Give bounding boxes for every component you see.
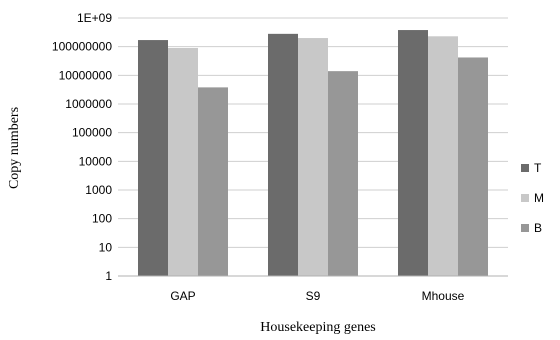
y-axis-title: Copy numbers: [7, 107, 22, 189]
y-tick-label: 100000000: [52, 40, 112, 54]
bar-B-S9: [328, 71, 358, 276]
legend-label: T: [534, 161, 542, 175]
y-axis-ticks: 1 10 100 1000 10000 100000 1000000 10000000 1000…: [52, 11, 112, 283]
bar-T-Mhouse: [398, 30, 428, 276]
bar-B-GAP: [198, 87, 228, 276]
y-tick-label: 1000000: [65, 97, 112, 111]
y-tick-label: 10: [99, 240, 113, 254]
x-tick-label: GAP: [170, 289, 195, 303]
y-tick-label: 1E+09: [77, 11, 112, 25]
legend-swatch-M: [521, 194, 529, 202]
bar-M-GAP: [168, 47, 198, 277]
y-tick-label: 1000: [85, 183, 112, 197]
bar-B-Mhouse: [458, 57, 488, 276]
x-tick-label: S9: [306, 289, 321, 303]
bars: [138, 30, 488, 277]
legend-label: B: [534, 221, 542, 235]
x-axis-title: Housekeeping genes: [260, 320, 375, 335]
bar-T-GAP: [138, 40, 168, 277]
legend-label: M: [534, 191, 544, 205]
bar-T-S9: [268, 33, 298, 276]
y-tick-label: 1: [105, 269, 112, 283]
y-tick-label: 100000: [72, 126, 112, 140]
bar-M-Mhouse: [428, 36, 458, 276]
x-axis-ticks: GAP S9 Mhouse: [170, 289, 464, 303]
y-tick-label: 10000: [79, 154, 113, 168]
bar-M-S9: [298, 38, 328, 276]
legend: T M B: [521, 161, 544, 235]
y-tick-label: 10000000: [59, 68, 113, 82]
legend-swatch-T: [521, 164, 529, 172]
x-tick-label: Mhouse: [422, 289, 465, 303]
legend-swatch-B: [521, 224, 529, 232]
y-tick-label: 100: [92, 212, 112, 226]
